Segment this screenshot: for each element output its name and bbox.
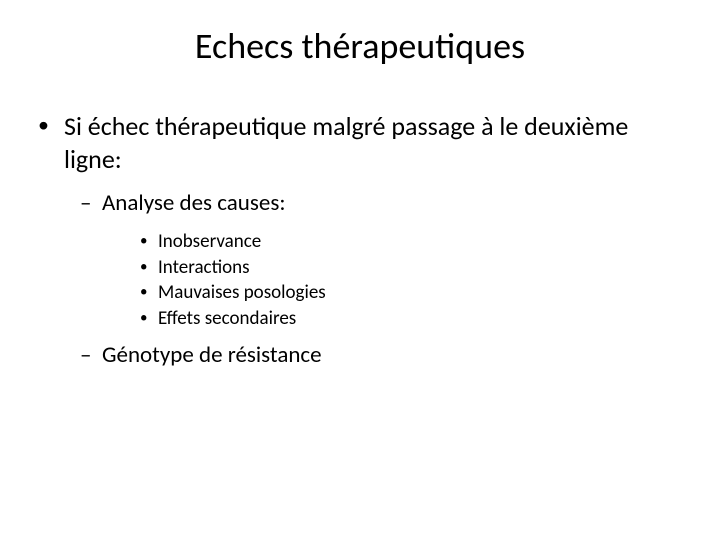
- slide-title: Echecs thérapeutiques: [0, 24, 720, 68]
- bullet-level3: • Mauvaises posologies: [140, 280, 690, 306]
- bullet-level2: – Analyse des causes:: [38, 189, 690, 219]
- level3-text: Mauvaises posologies: [158, 280, 326, 306]
- level3-text: Inobservance: [158, 229, 261, 255]
- slide-body: • Si échec thérapeutique malgré passage …: [0, 110, 720, 371]
- bullet-dot-icon: •: [140, 306, 158, 332]
- bullet-level3: • Effets secondaires: [140, 306, 690, 332]
- bullet-level1: • Si échec thérapeutique malgré passage …: [38, 110, 690, 175]
- level3-text: Interactions: [158, 255, 250, 281]
- level1-text: Si échec thérapeutique malgré passage à …: [64, 110, 690, 175]
- bullet-dot-icon: •: [140, 229, 158, 255]
- dash-icon: –: [80, 341, 102, 371]
- slide-container: Echecs thérapeutiques • Si échec thérape…: [0, 0, 720, 540]
- level2-text: Analyse des causes:: [102, 189, 285, 219]
- bullet-dot-icon: •: [38, 110, 64, 175]
- bullet-level3: • Inobservance: [140, 229, 690, 255]
- bullet-dot-icon: •: [140, 280, 158, 306]
- bullet-dot-icon: •: [140, 255, 158, 281]
- bullet-level2: – Génotype de résistance: [38, 341, 690, 371]
- level3-text: Effets secondaires: [158, 306, 296, 332]
- dash-icon: –: [80, 189, 102, 219]
- level3-group: • Inobservance • Interactions • Mauvaise…: [38, 229, 690, 332]
- level2-text: Génotype de résistance: [102, 341, 322, 371]
- bullet-level3: • Interactions: [140, 255, 690, 281]
